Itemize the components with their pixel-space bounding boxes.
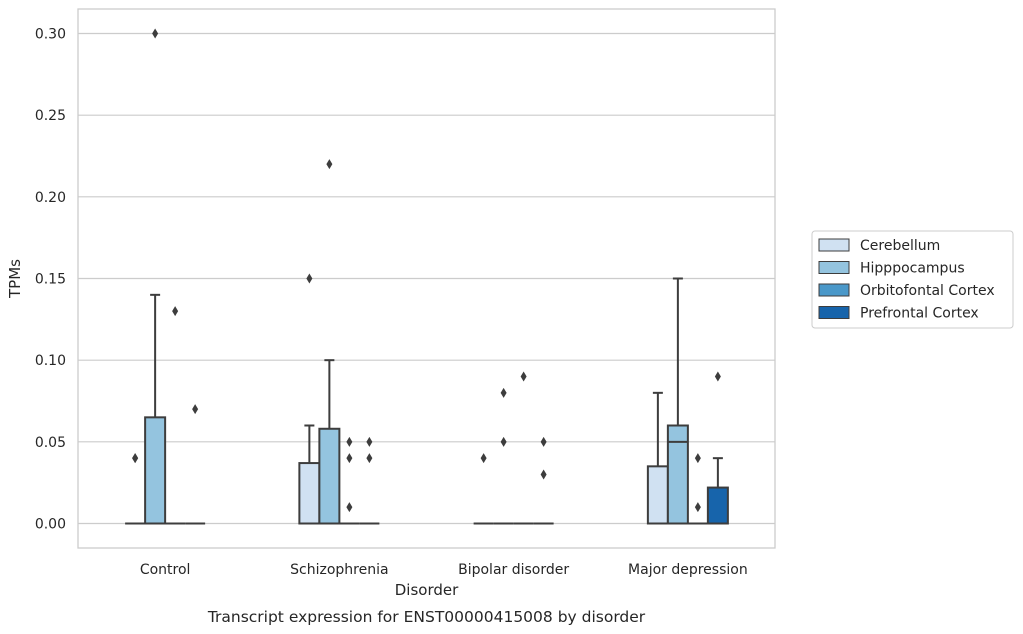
outlier-point (326, 159, 333, 170)
y-tick-label: 0.30 (35, 27, 66, 43)
y-tick-label: 0.15 (35, 272, 66, 288)
outlier-point (366, 453, 373, 464)
box (687, 453, 708, 525)
y-tick-label: 0.00 (35, 517, 66, 533)
outlier-point (540, 436, 547, 447)
box-body (666, 424, 689, 525)
y-tick-labels: 0.00 0.05 0.10 0.15 0.20 0.25 0.30 (35, 27, 66, 533)
outlier-point (152, 28, 159, 39)
y-axis-label: TPMs (6, 259, 24, 299)
plot-frame (77, 8, 776, 549)
legend-label: Cerebellum (860, 238, 940, 254)
y-tick-label: 0.05 (35, 435, 66, 451)
outlier-point (132, 453, 139, 464)
box-series-layer (125, 28, 729, 525)
x-tick-label: Schizophrenia (290, 562, 388, 578)
y-tick-label: 0.25 (35, 108, 66, 124)
x-axis-label: Disorder (395, 581, 459, 599)
outlier-point (540, 469, 547, 480)
x-tick-labels: Control Schizophrenia Bipolar disorder Majo… (140, 562, 748, 578)
legend-label: Orbitofontal Cortex (860, 283, 995, 299)
outlier-point (346, 502, 353, 513)
outlier-point (520, 371, 527, 382)
outlier-point (694, 502, 701, 513)
legend-swatch (818, 283, 850, 297)
box-body (144, 416, 167, 525)
x-tick-label: Control (140, 562, 191, 578)
box (513, 371, 534, 525)
outlier-point (346, 453, 353, 464)
box-body (318, 427, 341, 525)
outlier-point (480, 453, 487, 464)
x-tick-label: Bipolar disorder (458, 562, 569, 578)
outlier-point (366, 436, 373, 447)
outlier-point (714, 371, 721, 382)
outlier-point (500, 436, 507, 447)
box-body (706, 486, 729, 525)
series-hipppocampus (144, 28, 689, 525)
legend-frame (811, 230, 1014, 329)
box (533, 436, 554, 525)
legend-label: Prefrontal Cortex (860, 306, 979, 322)
outlier-point (694, 453, 701, 464)
legend-swatch (818, 238, 850, 252)
series-orbitofontal-cortex (165, 306, 708, 525)
chart-caption: Transcript expression for ENST0000041500… (207, 608, 646, 626)
box (493, 387, 514, 525)
box (144, 28, 167, 525)
x-tick-label: Major depression (628, 562, 748, 578)
box-body (298, 462, 321, 525)
y-tick-label: 0.20 (35, 190, 66, 206)
outlier-point (172, 306, 179, 317)
box (706, 371, 729, 525)
box (473, 453, 494, 525)
box (666, 277, 689, 525)
outlier-point (500, 387, 507, 398)
legend-swatch (818, 306, 850, 319)
box (165, 306, 186, 525)
legend-swatch (818, 261, 850, 274)
legend-label: Hipppocampus (860, 261, 965, 277)
box (298, 273, 321, 525)
outlier-point (192, 404, 199, 415)
series-prefrontal-cortex (185, 371, 729, 525)
box (125, 453, 146, 525)
legend: Cerebellum Hipppocampus Orbitofontal Corte… (811, 230, 1014, 329)
grid-lines (78, 32, 775, 525)
y-tick-label: 0.10 (35, 353, 66, 369)
box (185, 404, 206, 525)
box (359, 436, 380, 525)
box (339, 436, 360, 525)
box (646, 391, 669, 525)
box (318, 159, 341, 525)
series-cerebellum (125, 273, 669, 525)
box-body (646, 465, 669, 525)
outlier-point (346, 436, 353, 447)
outlier-point (306, 273, 313, 284)
